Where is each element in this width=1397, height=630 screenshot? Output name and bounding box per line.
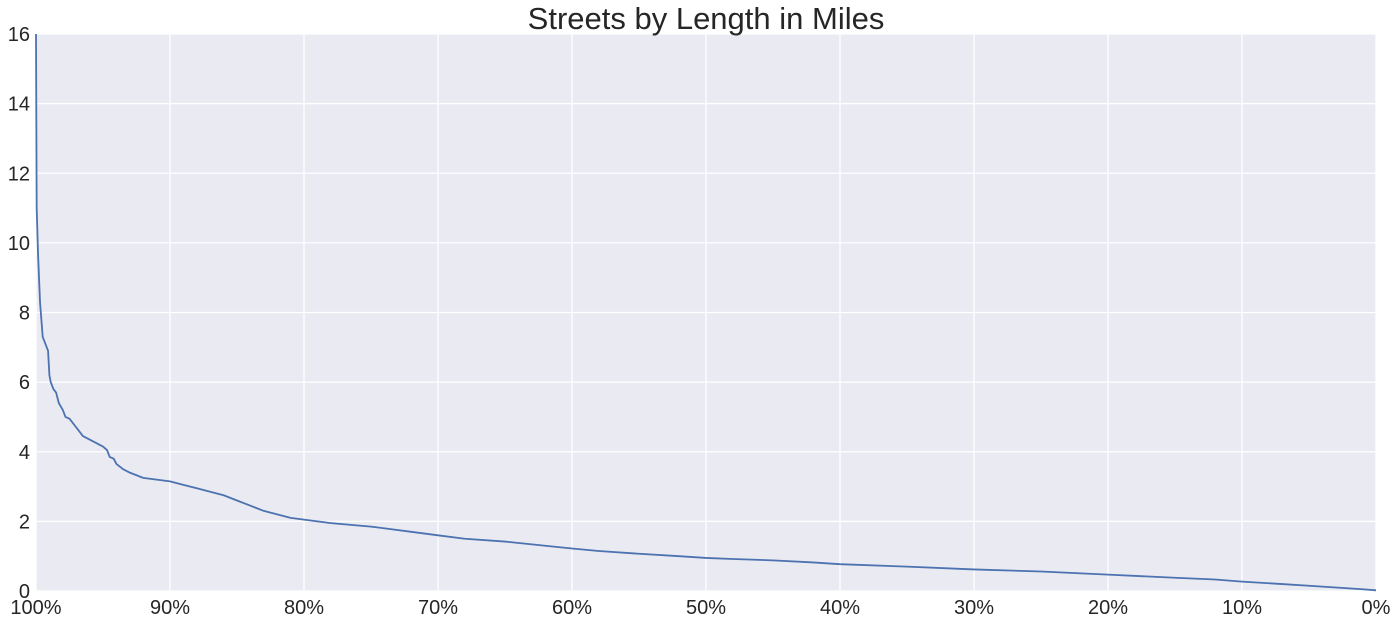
y-tick-label: 0 <box>19 581 30 603</box>
series-layer <box>35 33 1377 592</box>
chart-title: Streets by Length in Miles <box>528 1 885 36</box>
y-tick-label: 6 <box>19 372 30 394</box>
x-tick-label: 30% <box>954 597 994 619</box>
x-tick-label: 40% <box>820 597 860 619</box>
x-tick-label: 20% <box>1088 597 1128 619</box>
y-tick-label: 4 <box>19 442 30 464</box>
x-tick-label: 50% <box>686 597 726 619</box>
y-tick-label: 14 <box>8 94 30 116</box>
x-tick-label: 0% <box>1362 597 1391 619</box>
y-tick-label: 12 <box>8 163 30 185</box>
series-line <box>35 33 1377 592</box>
x-tick-label: 10% <box>1222 597 1262 619</box>
grid-lines <box>35 33 1377 592</box>
axis-tick-labels: 100% 90% 80% 70% 60% 50% 40% 30% 20% 10% 0% 0 2 4 6 8 10… <box>8 24 1391 619</box>
y-tick-label: 10 <box>8 233 30 255</box>
x-tick-label: 60% <box>552 597 592 619</box>
x-tick-label: 100% <box>10 597 61 619</box>
y-tick-label: 2 <box>19 511 30 533</box>
y-tick-label: 8 <box>19 303 30 325</box>
x-tick-label: 90% <box>150 597 190 619</box>
y-tick-label: 16 <box>8 24 30 46</box>
x-tick-label: 80% <box>284 597 324 619</box>
x-tick-label: 70% <box>418 597 458 619</box>
